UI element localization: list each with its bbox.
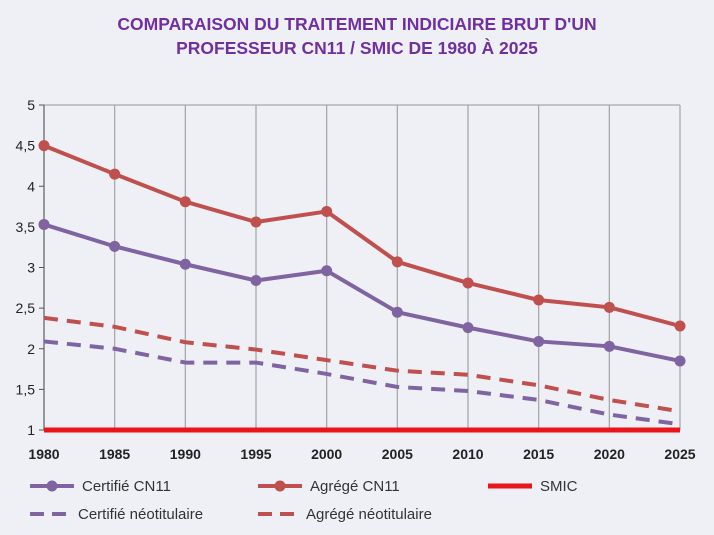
series-line-agrege-neotitulaire [43,315,681,414]
data-point-certifie-cn11-2000 [321,265,333,277]
series-line-certifie-cn11 [43,222,681,363]
data-point-certifie-cn11-2010 [462,322,474,334]
x-tick-label-2020: 2020 [594,446,625,462]
y-tick-label-5: 5 [27,97,35,113]
chart-title-line-1: COMPARAISON DU TRAITEMENT INDICIAIRE BRU… [117,14,596,34]
data-point-certifie-cn11-2025 [674,355,686,367]
tick-labels: 1 1,5 2 2,5 3 3,5 4 4,5 5 1980 1985 1990 1995 2000 200… [16,97,696,462]
legend-item-smic: SMIC [488,478,578,495]
data-point-certifie-cn11-1980 [38,218,50,230]
grid [43,104,681,430]
y-tick-label-2: 2 [27,341,35,357]
y-tick-label-3: 3 [27,260,35,276]
data-point-agrege-cn11-2005 [391,256,403,268]
data-point-agrege-cn11-1985 [109,168,121,180]
legend-item-agrege-neotitulaire: Agrégé néotitulaire [258,506,432,523]
data-point-agrege-cn11-2015 [533,294,545,306]
x-tick-label-2000: 2000 [311,446,342,462]
x-tick-label-1980: 1980 [28,446,59,462]
data-point-certifie-cn11-2015 [533,335,545,347]
series [38,140,686,433]
x-tick-label-2025: 2025 [664,446,695,462]
data-point-certifie-cn11-1995 [250,275,262,286]
axes [39,104,680,431]
series-line-certifie-neotitulaire [43,339,681,427]
y-tick-label-3,5: 3,5 [16,219,36,235]
data-point-agrege-cn11-2010 [462,277,474,289]
data-point-certifie-cn11-1990 [179,258,191,270]
data-point-certifie-cn11-2020 [603,340,615,352]
legend-swatch-marker [274,480,286,492]
legend-item-agrege-cn11: Agrégé CN11 [258,478,400,495]
x-tick-label-1995: 1995 [240,446,271,462]
legend: Certifié CN11 Agrégé CN11 SMIC Certifié néo… [30,478,578,523]
x-tick-label-2005: 2005 [382,446,413,462]
legend-swatch-marker [46,480,58,492]
y-tick-label-2,5: 2,5 [16,300,36,316]
y-tick-label-1,5: 1,5 [16,381,36,397]
data-point-agrege-cn11-1990 [179,196,191,208]
data-point-agrege-cn11-1995 [250,216,262,228]
y-tick-label-1: 1 [27,422,35,438]
legend-item-certifie-neotitulaire: Certifié néotitulaire [30,506,203,523]
y-tick-label-4: 4 [27,178,35,194]
legend-label: SMIC [540,478,578,495]
data-point-agrege-cn11-1980 [38,140,50,152]
x-tick-label-1990: 1990 [170,446,201,462]
series-line-agrege-cn11 [43,143,681,328]
legend-label: Agrégé néotitulaire [306,506,432,523]
y-tick-label-4,5: 4,5 [16,138,36,154]
x-tick-label-1985: 1985 [99,446,130,462]
data-point-certifie-cn11-2005 [391,306,403,318]
data-point-certifie-cn11-1985 [109,240,121,252]
legend-item-certifie-cn11: Certifié CN11 [30,478,171,495]
legend-label: Certifié néotitulaire [78,506,203,523]
data-point-agrege-cn11-2000 [321,205,333,217]
data-point-agrege-cn11-2020 [603,301,615,313]
x-tick-label-2010: 2010 [452,446,483,462]
data-point-agrege-cn11-2025 [674,320,686,332]
chart-title-line-2: PROFESSEUR CN11 / SMIC DE 1980 À 2025 [176,37,538,58]
legend-label: Agrégé CN11 [310,478,400,495]
legend-label: Certifié CN11 [82,478,171,495]
x-tick-label-2015: 2015 [523,446,554,462]
